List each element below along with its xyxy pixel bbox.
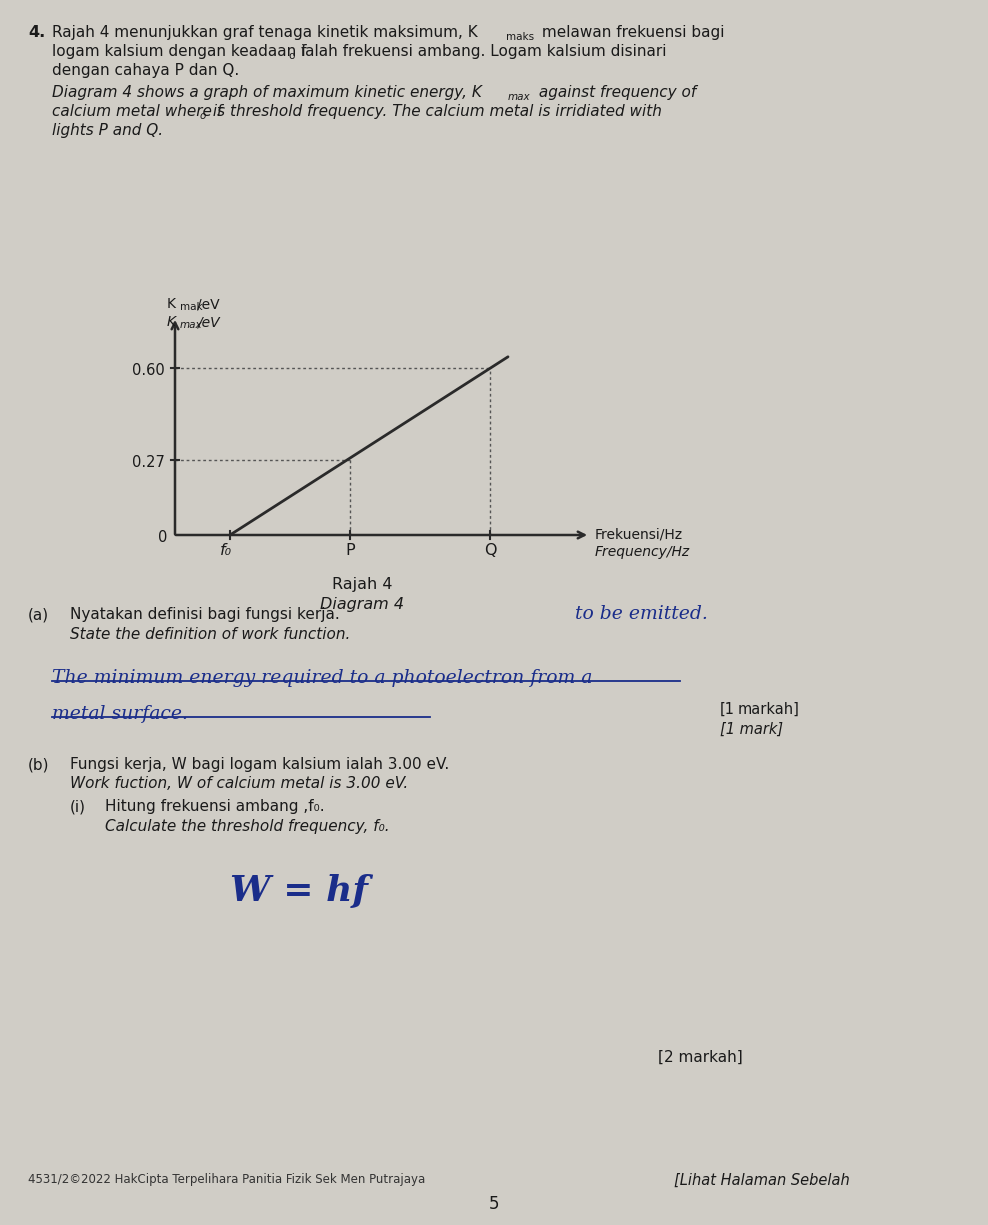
Text: mak: mak: [180, 303, 203, 312]
Text: (i): (i): [70, 799, 86, 813]
Text: maks: maks: [506, 32, 535, 42]
Text: [Lihat Halaman Sebelah: [Lihat Halaman Sebelah: [674, 1174, 850, 1188]
Text: W = hf: W = hf: [230, 873, 368, 908]
Text: o: o: [200, 111, 206, 121]
Text: The minimum energy required to a photoelectron from a: The minimum energy required to a photoel…: [52, 669, 593, 687]
Text: f₀: f₀: [220, 543, 232, 559]
Text: 0.27: 0.27: [132, 454, 165, 470]
Text: Rajah 4 menunjukkan graf tenaga kinetik maksimum, K: Rajah 4 menunjukkan graf tenaga kinetik …: [52, 24, 478, 40]
Text: [2 markah]: [2 markah]: [658, 1050, 742, 1065]
Text: Frequency/Hz: Frequency/Hz: [595, 545, 691, 559]
Text: o: o: [288, 51, 294, 61]
Text: Work fuction, W of calcium metal is 3.00 eV.: Work fuction, W of calcium metal is 3.00…: [70, 775, 408, 791]
Text: max: max: [180, 320, 203, 330]
Text: calcium metal where f: calcium metal where f: [52, 104, 222, 119]
Text: Q: Q: [484, 543, 496, 559]
Text: Frekuensi/Hz: Frekuensi/Hz: [595, 527, 683, 541]
Text: Calculate the threshold frequency, f₀.: Calculate the threshold frequency, f₀.: [105, 820, 389, 834]
Text: against frequency of: against frequency of: [534, 85, 697, 100]
Text: dengan cahaya P dan Q.: dengan cahaya P dan Q.: [52, 62, 239, 78]
Text: /eV: /eV: [197, 296, 219, 311]
Text: Fungsi kerja, W bagi logam kalsium ialah 3.00 eV.: Fungsi kerja, W bagi logam kalsium ialah…: [70, 757, 450, 772]
Text: max: max: [508, 92, 531, 102]
Text: (b): (b): [28, 757, 49, 772]
Text: 5: 5: [489, 1196, 499, 1213]
Text: 4.: 4.: [28, 24, 45, 40]
Text: lights P and Q.: lights P and Q.: [52, 122, 163, 138]
Text: is threshold frequency. The calcium metal is irridiated with: is threshold frequency. The calcium meta…: [208, 104, 662, 119]
Text: Diagram 4: Diagram 4: [320, 597, 404, 612]
Text: logam kalsium dengan keadaan f: logam kalsium dengan keadaan f: [52, 44, 306, 59]
Text: 0: 0: [158, 530, 167, 545]
Text: Nyatakan definisi bagi fungsi kerja.: Nyatakan definisi bagi fungsi kerja.: [70, 608, 340, 622]
Text: Diagram 4 shows a graph of maximum kinetic energy, K: Diagram 4 shows a graph of maximum kinet…: [52, 85, 482, 100]
Text: Hitung frekuensi ambang ,f₀.: Hitung frekuensi ambang ,f₀.: [105, 799, 325, 813]
Text: ialah frekuensi ambang. Logam kalsium disinari: ialah frekuensi ambang. Logam kalsium di…: [296, 44, 667, 59]
Text: K: K: [167, 315, 176, 330]
Text: /eV: /eV: [197, 315, 219, 330]
Text: markah]: markah]: [738, 702, 800, 717]
Text: Rajah 4: Rajah 4: [332, 577, 392, 592]
Text: to be emitted.: to be emitted.: [575, 605, 707, 624]
Text: State the definition of work function.: State the definition of work function.: [70, 627, 351, 642]
Text: (a): (a): [28, 608, 49, 622]
Text: P: P: [345, 543, 355, 559]
Text: melawan frekuensi bagi: melawan frekuensi bagi: [537, 24, 724, 40]
Text: metal surface.: metal surface.: [52, 706, 188, 723]
Text: K: K: [167, 296, 176, 311]
Text: [1 mark]: [1 mark]: [720, 722, 783, 737]
Text: 4531/2©2022 HakCipta Terpelihara Panitia Fizik Sek Men Putrajaya: 4531/2©2022 HakCipta Terpelihara Panitia…: [28, 1174, 425, 1186]
Text: 0.60: 0.60: [132, 364, 165, 379]
Text: [1: [1: [720, 702, 735, 717]
